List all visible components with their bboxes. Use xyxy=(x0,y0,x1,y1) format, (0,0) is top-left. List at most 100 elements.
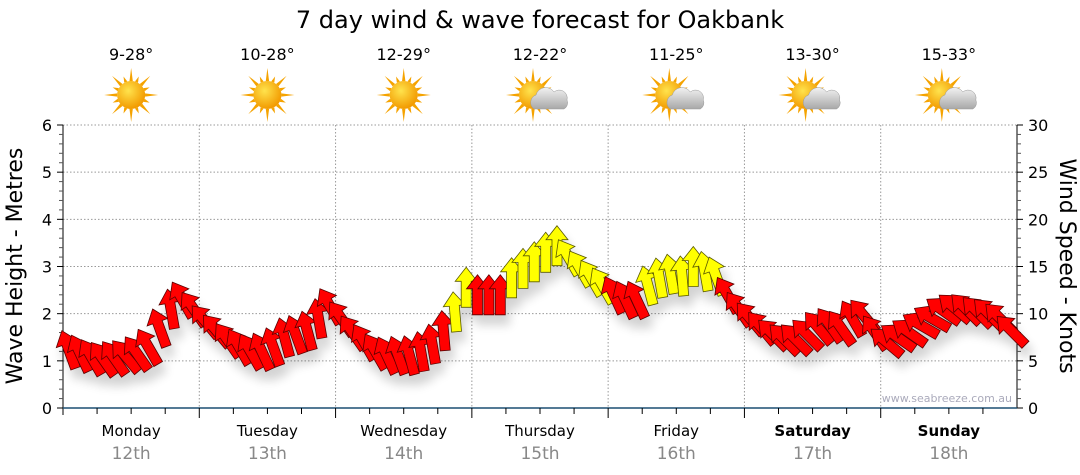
sun-ray xyxy=(536,76,541,83)
sun-ray xyxy=(809,76,814,83)
sun-ray xyxy=(417,93,431,97)
temperature-range: 15-33° xyxy=(922,45,977,64)
partly-cloudy-icon xyxy=(642,68,705,122)
sun-ray xyxy=(265,108,270,122)
sun-ray xyxy=(923,98,930,103)
sun-ray xyxy=(139,75,151,87)
sun-ray xyxy=(104,93,118,97)
wind-arrow xyxy=(545,225,569,267)
sun-ray xyxy=(281,93,295,97)
day-label: Sunday xyxy=(918,422,981,440)
sun-ray xyxy=(265,68,270,82)
wind-arrow xyxy=(146,308,172,349)
sun-ray xyxy=(513,75,525,87)
sun-ray xyxy=(259,76,264,83)
sun-ray xyxy=(677,75,689,87)
right-tick-label: 5 xyxy=(1028,352,1038,371)
left-tick-label: 4 xyxy=(42,210,52,229)
sun-ray xyxy=(934,76,939,83)
right-tick-label: 20 xyxy=(1028,210,1048,229)
left-tick-label: 1 xyxy=(42,352,52,371)
sun-ray xyxy=(513,103,525,115)
sun-ray xyxy=(415,87,423,92)
sun-ray xyxy=(384,75,396,87)
sun-ray xyxy=(248,103,259,115)
sun-ray xyxy=(786,103,797,115)
sun-ray xyxy=(945,76,950,83)
right-tick-label: 30 xyxy=(1028,116,1048,135)
wind-arrow xyxy=(623,280,651,321)
temperature-range: 11-25° xyxy=(649,45,704,64)
sun-ray xyxy=(797,107,802,114)
sun-ray xyxy=(650,75,661,87)
cloud xyxy=(803,87,841,110)
sun-disc xyxy=(117,81,146,109)
day-label: Friday xyxy=(654,422,700,440)
cloud xyxy=(939,87,977,110)
wind-arrow xyxy=(996,316,1030,349)
sun-ray xyxy=(129,108,133,122)
sun-ray xyxy=(134,107,139,114)
sun-ray xyxy=(143,98,150,103)
sun-ray xyxy=(412,103,423,115)
sun-ray xyxy=(412,75,423,87)
sun-ray xyxy=(922,75,934,87)
sun-ray xyxy=(134,76,139,83)
sun-ray xyxy=(279,87,286,92)
sun-ray xyxy=(506,93,520,97)
cloud xyxy=(666,87,705,110)
partly-cloudy-icon xyxy=(778,68,841,122)
sun-ray xyxy=(276,75,287,87)
sun-ray xyxy=(139,103,151,115)
sun-ray xyxy=(514,98,521,103)
sunny-icon xyxy=(376,68,431,122)
sun-ray xyxy=(673,76,677,83)
sun-ray xyxy=(667,108,671,122)
date-label: 14th xyxy=(384,444,423,464)
sun-ray xyxy=(376,93,390,97)
sun-ray xyxy=(803,68,808,82)
sun-ray xyxy=(123,76,128,83)
sun-ray xyxy=(814,75,825,87)
sun-ray xyxy=(385,87,392,92)
sun-ray xyxy=(650,87,658,92)
sun-ray xyxy=(642,93,656,97)
sun-ray xyxy=(650,103,661,115)
day-label: Saturday xyxy=(774,422,851,440)
left-tick-label: 5 xyxy=(42,163,52,182)
sun-ray xyxy=(787,98,794,103)
left-axis-label: Wave Height - Metres xyxy=(3,148,28,385)
sun-ray xyxy=(778,93,792,97)
sun-ray xyxy=(271,76,276,83)
sun-ray xyxy=(940,108,944,122)
sun-ray xyxy=(129,68,133,82)
temperature-range: 12-22° xyxy=(513,45,568,64)
day-label: Tuesday xyxy=(236,422,298,440)
date-label: 12th xyxy=(112,444,151,464)
sun-ray xyxy=(650,98,658,103)
sun-ray xyxy=(541,75,553,87)
date-label: 17th xyxy=(793,444,832,464)
sun-ray xyxy=(787,87,794,92)
right-tick-label: 10 xyxy=(1028,305,1048,324)
sun-ray xyxy=(914,93,928,97)
sun-ray xyxy=(396,107,400,114)
cloud xyxy=(530,87,568,110)
sun-ray xyxy=(112,103,123,115)
sun-ray xyxy=(797,76,802,83)
day-label: Monday xyxy=(102,422,161,440)
sun-ray xyxy=(922,103,934,115)
left-tick-label: 0 xyxy=(42,399,52,418)
left-tick-label: 2 xyxy=(42,305,52,324)
date-label: 18th xyxy=(929,444,968,464)
sun-ray xyxy=(407,76,412,83)
sun-ray xyxy=(271,107,276,114)
sun-ray xyxy=(248,75,259,87)
sun-ray xyxy=(950,75,961,87)
right-tick-label: 25 xyxy=(1028,163,1048,182)
sun-ray xyxy=(923,87,930,92)
sun-ray xyxy=(384,103,396,115)
day-label: Thursday xyxy=(504,422,575,440)
sun-ray xyxy=(402,108,406,122)
